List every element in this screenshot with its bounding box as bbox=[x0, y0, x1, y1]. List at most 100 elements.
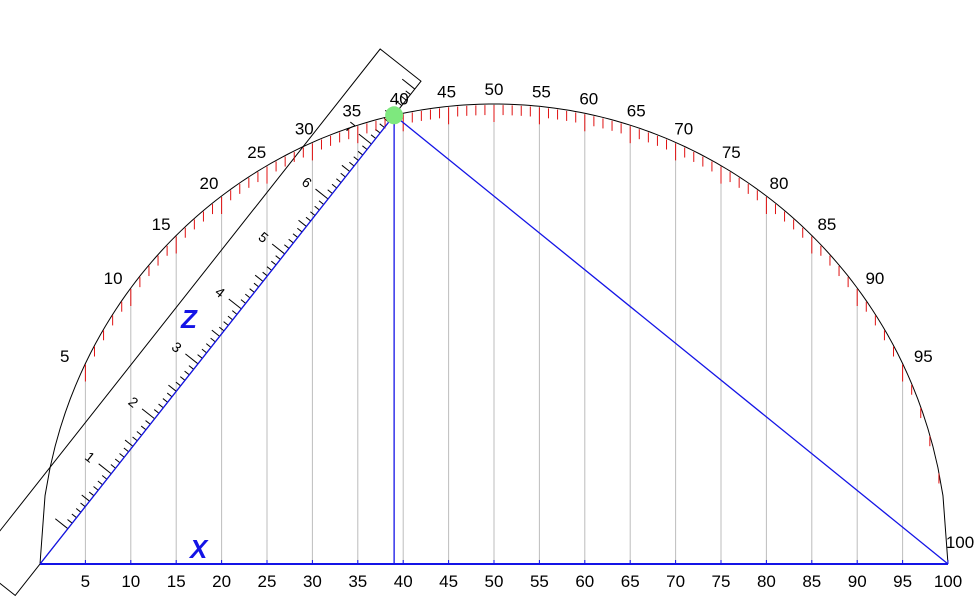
axis-label: 100 bbox=[934, 572, 962, 591]
ruler-tick bbox=[227, 315, 233, 321]
ruler-label: 1 bbox=[82, 448, 98, 466]
x-axis-labels: 5 10 15 20 25 30 35 40 45 50 55 60 65 70 75 80 85 90 95 100 bbox=[81, 572, 963, 591]
axis-label: 10 bbox=[121, 572, 140, 591]
ruler-tick bbox=[98, 463, 112, 475]
ruler-tick bbox=[331, 183, 338, 189]
right-chord bbox=[393, 114, 949, 565]
ruler-tick bbox=[93, 486, 99, 491]
ruler-tick bbox=[262, 271, 268, 277]
ruler-tick bbox=[185, 353, 199, 365]
arc-label: 75 bbox=[722, 143, 741, 162]
arc-label: 5 bbox=[60, 347, 69, 366]
axis-label: 20 bbox=[212, 572, 231, 591]
ruler-tick bbox=[136, 431, 142, 436]
axis-label: 40 bbox=[394, 572, 413, 591]
ruler-tick bbox=[55, 518, 69, 530]
arc-label: 25 bbox=[247, 143, 266, 162]
ruler-label: 5 bbox=[255, 229, 271, 247]
ruler-tick bbox=[231, 310, 238, 315]
ruler-tick bbox=[297, 227, 303, 233]
axis-label: 55 bbox=[530, 572, 549, 591]
ruler-tick bbox=[166, 392, 173, 398]
arc-label: 40 bbox=[390, 90, 409, 109]
ruler-tick bbox=[119, 453, 125, 458]
ruler-tick bbox=[370, 134, 377, 139]
ruler-tick bbox=[162, 398, 168, 403]
x-axis-ticks bbox=[84, 560, 949, 564]
ruler-tick bbox=[140, 425, 147, 431]
ruler-label: 2 bbox=[125, 393, 141, 411]
ruler-label: 4 bbox=[212, 283, 228, 301]
ruler-tick bbox=[336, 178, 342, 183]
arc-label: 45 bbox=[437, 82, 456, 101]
ruler-tick bbox=[205, 343, 212, 348]
ruler-tick bbox=[310, 211, 316, 216]
arc-label: 65 bbox=[627, 102, 646, 121]
ruler-tick bbox=[71, 513, 77, 519]
ruler-tick bbox=[358, 133, 372, 145]
ruler-tick bbox=[158, 403, 164, 409]
ruler-tick bbox=[145, 420, 151, 425]
ruler-tick bbox=[266, 266, 273, 271]
arc-label: 10 bbox=[104, 269, 123, 288]
ruler-tick bbox=[114, 458, 121, 464]
arc-label: 20 bbox=[200, 174, 219, 193]
ruler-tick bbox=[298, 219, 307, 227]
ruler-tick bbox=[75, 508, 82, 513]
axis-label: 50 bbox=[485, 572, 504, 591]
ruler-tick bbox=[168, 384, 177, 392]
ruler-tick bbox=[124, 439, 134, 447]
ruler-tick bbox=[123, 447, 129, 453]
ruler-tick bbox=[315, 188, 329, 200]
ruler-tick bbox=[401, 95, 407, 101]
semicircle-arc bbox=[39, 103, 949, 565]
arc-label: 30 bbox=[295, 119, 314, 138]
ruler-tick bbox=[314, 205, 320, 211]
ruler-tick bbox=[197, 354, 203, 359]
arc-label: 60 bbox=[579, 90, 598, 109]
ruler-tick bbox=[271, 260, 277, 266]
ruler-tick bbox=[240, 299, 246, 304]
ruler-tick bbox=[153, 409, 160, 414]
ruler-tick bbox=[80, 502, 86, 508]
ruler-tick bbox=[305, 216, 312, 222]
arc-label: 85 bbox=[817, 215, 836, 234]
ruler-tick bbox=[141, 408, 155, 420]
ruler-tick bbox=[179, 376, 186, 381]
ruler-tick bbox=[188, 365, 194, 370]
axis-label: 45 bbox=[439, 572, 458, 591]
arc-label: 55 bbox=[532, 82, 551, 101]
axis-label: 35 bbox=[348, 572, 367, 591]
ruler-tick bbox=[218, 326, 225, 332]
arc-label: 100 bbox=[946, 533, 974, 552]
ruler-tick bbox=[362, 145, 368, 150]
ruler-tick bbox=[101, 475, 108, 480]
arc-label: 90 bbox=[865, 269, 884, 288]
axis-label: 25 bbox=[258, 572, 277, 591]
axis-label: 5 bbox=[81, 572, 90, 591]
ruler-tick bbox=[88, 491, 95, 497]
ruler-tick bbox=[254, 274, 264, 282]
ruler-label: 3 bbox=[169, 338, 185, 356]
ruler-tick bbox=[97, 480, 103, 486]
ruler-tick bbox=[184, 370, 190, 376]
axis-label: 80 bbox=[757, 572, 776, 591]
ruler-tick bbox=[81, 494, 90, 502]
ruler-tick bbox=[67, 519, 73, 524]
axis-label: 75 bbox=[712, 572, 731, 591]
ruler-tick bbox=[401, 78, 416, 90]
label-x: X bbox=[188, 534, 209, 564]
axis-label: 60 bbox=[575, 572, 594, 591]
axis-label: 65 bbox=[621, 572, 640, 591]
ruler-tick bbox=[210, 337, 216, 343]
draggable-point[interactable] bbox=[385, 106, 404, 125]
ruler-tick bbox=[228, 298, 242, 310]
ruler-tick bbox=[211, 329, 220, 337]
ruler-tick bbox=[132, 436, 138, 442]
ruler-tick bbox=[341, 164, 351, 172]
ruler-tick bbox=[292, 233, 299, 238]
axis-label: 15 bbox=[167, 572, 186, 591]
ruler-tick bbox=[349, 161, 355, 167]
